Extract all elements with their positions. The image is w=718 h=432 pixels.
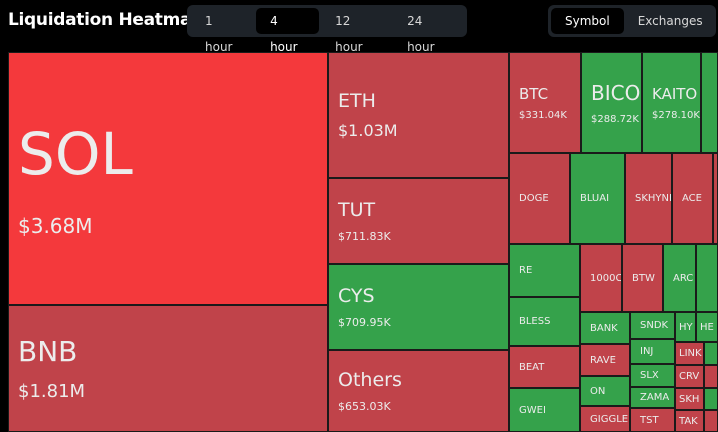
- tile: [704, 365, 718, 388]
- tile[interactable]: TST: [630, 408, 675, 432]
- tile[interactable]: DOGE: [509, 153, 570, 244]
- tile-value: $709.95K: [338, 316, 391, 329]
- tile: [696, 244, 718, 312]
- tile[interactable]: HE: [696, 312, 718, 342]
- tile[interactable]: BLESS: [509, 297, 580, 346]
- tile[interactable]: BICO $288.72K: [581, 52, 642, 153]
- tile-label: BTC: [519, 84, 549, 103]
- tile-label: SOL: [18, 119, 133, 188]
- tile[interactable]: SOL $3.68M: [8, 52, 328, 305]
- tile-label: ETH: [338, 90, 376, 112]
- tile[interactable]: SKHYNI: [625, 153, 672, 244]
- tile[interactable]: ON: [580, 376, 630, 406]
- timeframe-button[interactable]: 12 hour: [335, 14, 363, 54]
- tile[interactable]: ZAMA: [630, 387, 675, 408]
- tile-label: BANK: [590, 322, 618, 334]
- tile-label: BNB: [18, 335, 78, 368]
- tile-value: $711.83K: [338, 230, 391, 243]
- tile-label: TAK: [679, 415, 698, 427]
- tile: [704, 388, 718, 410]
- view-tab[interactable]: Symbol: [551, 8, 624, 34]
- tile-label: CYS: [338, 285, 375, 307]
- tile-label: BICO: [591, 80, 641, 105]
- tile-label: CRV: [679, 371, 700, 382]
- tile-value: $653.03K: [338, 400, 391, 413]
- tile[interactable]: BEAT: [509, 346, 580, 388]
- tile[interactable]: BTW: [622, 244, 663, 312]
- tile[interactable]: HY: [675, 312, 696, 342]
- page-title: Liquidation Heatmap: [8, 10, 204, 30]
- tile-value: $1.81M: [18, 381, 86, 402]
- tile: [713, 153, 718, 244]
- tile-label: HE: [700, 321, 714, 333]
- tile[interactable]: BLUAI: [570, 153, 625, 244]
- timeframe-button[interactable]: 1 hour: [205, 14, 233, 54]
- tile[interactable]: GWEI: [509, 388, 580, 432]
- tile-label: KAITO: [652, 84, 698, 103]
- tile-label: TUT: [338, 199, 376, 221]
- tile[interactable]: SLX: [630, 364, 675, 387]
- tile[interactable]: INJ: [630, 339, 675, 364]
- tile-label: RAVE: [590, 354, 616, 366]
- tile-value: $331.04K: [519, 109, 567, 121]
- tile[interactable]: TAK: [675, 410, 704, 432]
- tile[interactable]: BNB $1.81M: [8, 305, 328, 432]
- tile[interactable]: ARC: [663, 244, 696, 312]
- tile-label: BLUAI: [580, 193, 610, 204]
- tile-label: Others: [338, 369, 402, 391]
- tile[interactable]: 1000CA: [580, 244, 622, 312]
- tile-label: HY: [679, 321, 693, 333]
- tile[interactable]: RE: [509, 244, 580, 297]
- tile-label: GIGGLE: [590, 413, 629, 425]
- timeframe-group: 1 hour 4 hour 12 hour 24 hour: [187, 5, 467, 54]
- tile[interactable]: BTC $331.04K: [509, 52, 581, 153]
- tile[interactable]: LINK: [675, 342, 704, 365]
- tile-label: BLESS: [519, 316, 551, 327]
- tile[interactable]: ETH $1.03M: [328, 52, 509, 178]
- tile[interactable]: KAITO $278.10K: [642, 52, 701, 153]
- tile-label: TST: [640, 414, 659, 426]
- view-tab-group: Symbol Exchanges: [548, 5, 716, 37]
- tile-label: 1000CA: [590, 272, 622, 284]
- tile[interactable]: GIGGLE: [580, 406, 630, 432]
- tile-value: $3.68M: [18, 213, 93, 238]
- tile: [704, 410, 718, 432]
- tile[interactable]: SNDK: [630, 312, 675, 339]
- tile-label: ACE: [682, 193, 702, 204]
- tile-label: INJ: [640, 346, 654, 357]
- tile-label: BTW: [632, 272, 655, 284]
- tile-label: RE: [519, 265, 533, 276]
- heatmap: SOL $3.68M BNB $1.81M ETH $1.03M TUT $711.83K CY…: [0, 50, 718, 432]
- tile-label: ARC: [673, 272, 694, 284]
- tile: [704, 342, 718, 365]
- tile-label: SKH: [679, 393, 700, 405]
- tile-value: $1.03M: [338, 121, 398, 140]
- tile-value: $278.10K: [652, 109, 700, 121]
- tile-label: SLX: [640, 370, 659, 381]
- tile-label: GWEI: [519, 404, 546, 416]
- tile[interactable]: ACE: [672, 153, 713, 244]
- tile[interactable]: CRV: [675, 365, 704, 388]
- tile[interactable]: Others $653.03K: [328, 350, 509, 432]
- tile-label: LINK: [679, 348, 702, 359]
- tile-label: SKHYNI: [635, 193, 672, 204]
- tile[interactable]: BANK: [580, 312, 630, 344]
- tile-label: SNDK: [640, 320, 669, 331]
- timeframe-button[interactable]: 24 hour: [407, 14, 435, 54]
- tile-label: DOGE: [519, 193, 549, 204]
- timeframe-button[interactable]: 4 hour: [256, 8, 320, 54]
- tile[interactable]: CYS $709.95K: [328, 264, 509, 350]
- tile-value: $288.72K: [591, 113, 639, 125]
- view-tab[interactable]: Exchanges: [637, 14, 703, 28]
- tile[interactable]: SKH: [675, 388, 704, 410]
- tile-label: ON: [590, 385, 606, 397]
- tile-label: BEAT: [519, 361, 545, 373]
- tile-label: ZAMA: [640, 392, 670, 403]
- tile[interactable]: TUT $711.83K: [328, 178, 509, 264]
- tile: [701, 52, 718, 153]
- tile[interactable]: RAVE: [580, 344, 630, 376]
